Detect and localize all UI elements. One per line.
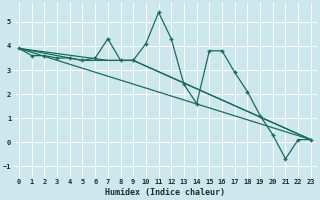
X-axis label: Humidex (Indice chaleur): Humidex (Indice chaleur) [105,188,225,197]
